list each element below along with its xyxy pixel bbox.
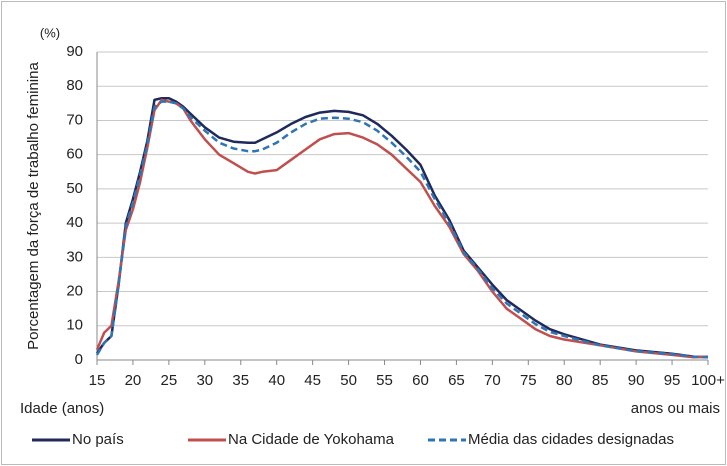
y-tick-label: 10 [66,317,83,334]
y-axis-label: Porcentagem da força de trabalho feminin… [25,62,42,350]
x-tick-label: 95 [664,372,681,389]
x-tick-label: 80 [556,372,573,389]
series-line [95,100,709,359]
x-tick-label: 25 [161,372,178,389]
y-tick-label: 90 [66,43,83,60]
y-tick-label: 0 [75,351,83,368]
x-axis-label: Idade (anos) [20,400,104,417]
x-tick-label: 40 [268,372,285,389]
x-tick-label: 75 [520,372,537,389]
x-tick-label: 65 [448,372,465,389]
x-tick-label: 90 [628,372,645,389]
x-tick-label: 15 [89,372,106,389]
x-note: anos ou mais [631,400,720,417]
y-tick-label: 60 [66,146,83,163]
legend-label: Na Cidade de Yokohama [228,431,395,448]
x-tick-label: 35 [232,372,249,389]
x-tick-label: 85 [592,372,609,389]
x-tick-label: 55 [376,372,393,389]
x-tick-label: 30 [196,372,213,389]
y-tick-label: 70 [66,111,83,128]
y-tick-label: 50 [66,180,83,197]
y-tick-label: 20 [66,283,83,300]
x-tick-label: 100+ [691,372,725,389]
y-tick-label: 40 [66,214,83,231]
x-tick-label: 45 [304,372,321,389]
x-tick-label: 70 [484,372,501,389]
x-tick-label: 50 [340,372,357,389]
legend-label: Média das cidades designadas [468,431,674,448]
x-tick-label: 60 [412,372,429,389]
legend-label: No país [72,431,124,448]
y-unit: (%) [40,25,60,40]
y-tick-label: 80 [66,77,83,94]
y-tick-label: 30 [66,248,83,265]
x-tick-label: 20 [125,372,142,389]
